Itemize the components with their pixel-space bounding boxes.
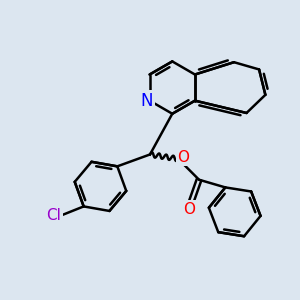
Text: Cl: Cl: [46, 208, 62, 223]
Text: O: O: [178, 150, 190, 165]
Text: N: N: [140, 92, 153, 110]
Text: O: O: [183, 202, 195, 217]
